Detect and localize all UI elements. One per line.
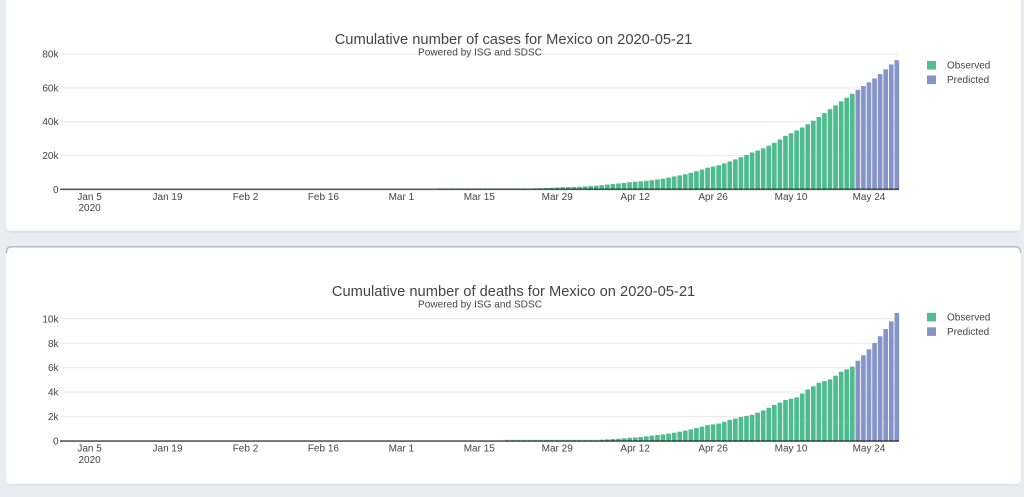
svg-text:Mar 1: Mar 1 xyxy=(389,192,415,203)
svg-text:Mar 29: Mar 29 xyxy=(542,192,574,203)
svg-text:Jan 19: Jan 19 xyxy=(153,444,183,455)
svg-text:Feb 2: Feb 2 xyxy=(233,444,259,455)
svg-text:Mar 15: Mar 15 xyxy=(464,444,496,455)
svg-text:Powered by ISG and SDSC: Powered by ISG and SDSC xyxy=(418,48,542,59)
svg-text:2020: 2020 xyxy=(78,203,101,214)
svg-text:Observed: Observed xyxy=(947,312,990,323)
svg-text:Apr 26: Apr 26 xyxy=(698,444,728,455)
svg-text:40k: 40k xyxy=(42,117,59,128)
svg-text:Jan 5: Jan 5 xyxy=(77,444,102,455)
svg-text:6k: 6k xyxy=(48,363,60,374)
svg-text:Predicted: Predicted xyxy=(947,327,989,338)
svg-text:Cumulative number of deaths fo: Cumulative number of deaths for Mexico o… xyxy=(332,284,695,300)
svg-text:2k: 2k xyxy=(48,412,60,423)
svg-text:20k: 20k xyxy=(42,151,59,162)
svg-text:May 24: May 24 xyxy=(853,444,886,455)
svg-text:8k: 8k xyxy=(48,339,60,350)
svg-text:May 24: May 24 xyxy=(853,192,886,203)
svg-text:10k: 10k xyxy=(42,314,59,325)
svg-text:May 10: May 10 xyxy=(775,192,808,203)
svg-text:Feb 16: Feb 16 xyxy=(308,444,340,455)
svg-text:Feb 2: Feb 2 xyxy=(233,192,259,203)
svg-text:Observed: Observed xyxy=(947,61,990,72)
svg-text:60k: 60k xyxy=(42,83,59,94)
svg-text:Jan 5: Jan 5 xyxy=(77,192,102,203)
svg-text:Mar 29: Mar 29 xyxy=(542,444,574,455)
svg-text:80k: 80k xyxy=(42,50,59,61)
svg-text:Mar 15: Mar 15 xyxy=(464,192,496,203)
svg-text:Predicted: Predicted xyxy=(947,75,989,86)
svg-text:Apr 12: Apr 12 xyxy=(620,444,650,455)
svg-text:4k: 4k xyxy=(48,388,60,399)
svg-text:Powered by ISG and SDSC: Powered by ISG and SDSC xyxy=(418,300,542,311)
svg-text:Cumulative number of cases for: Cumulative number of cases for Mexico on… xyxy=(335,32,693,48)
svg-text:Jan 19: Jan 19 xyxy=(153,192,183,203)
svg-text:0: 0 xyxy=(53,437,59,448)
svg-text:2020: 2020 xyxy=(78,455,101,466)
svg-text:Apr 12: Apr 12 xyxy=(620,192,650,203)
svg-text:May 10: May 10 xyxy=(775,444,808,455)
svg-text:Feb 16: Feb 16 xyxy=(308,192,340,203)
svg-text:0: 0 xyxy=(53,185,59,196)
svg-text:Mar 1: Mar 1 xyxy=(389,444,415,455)
svg-text:Apr 26: Apr 26 xyxy=(698,192,728,203)
